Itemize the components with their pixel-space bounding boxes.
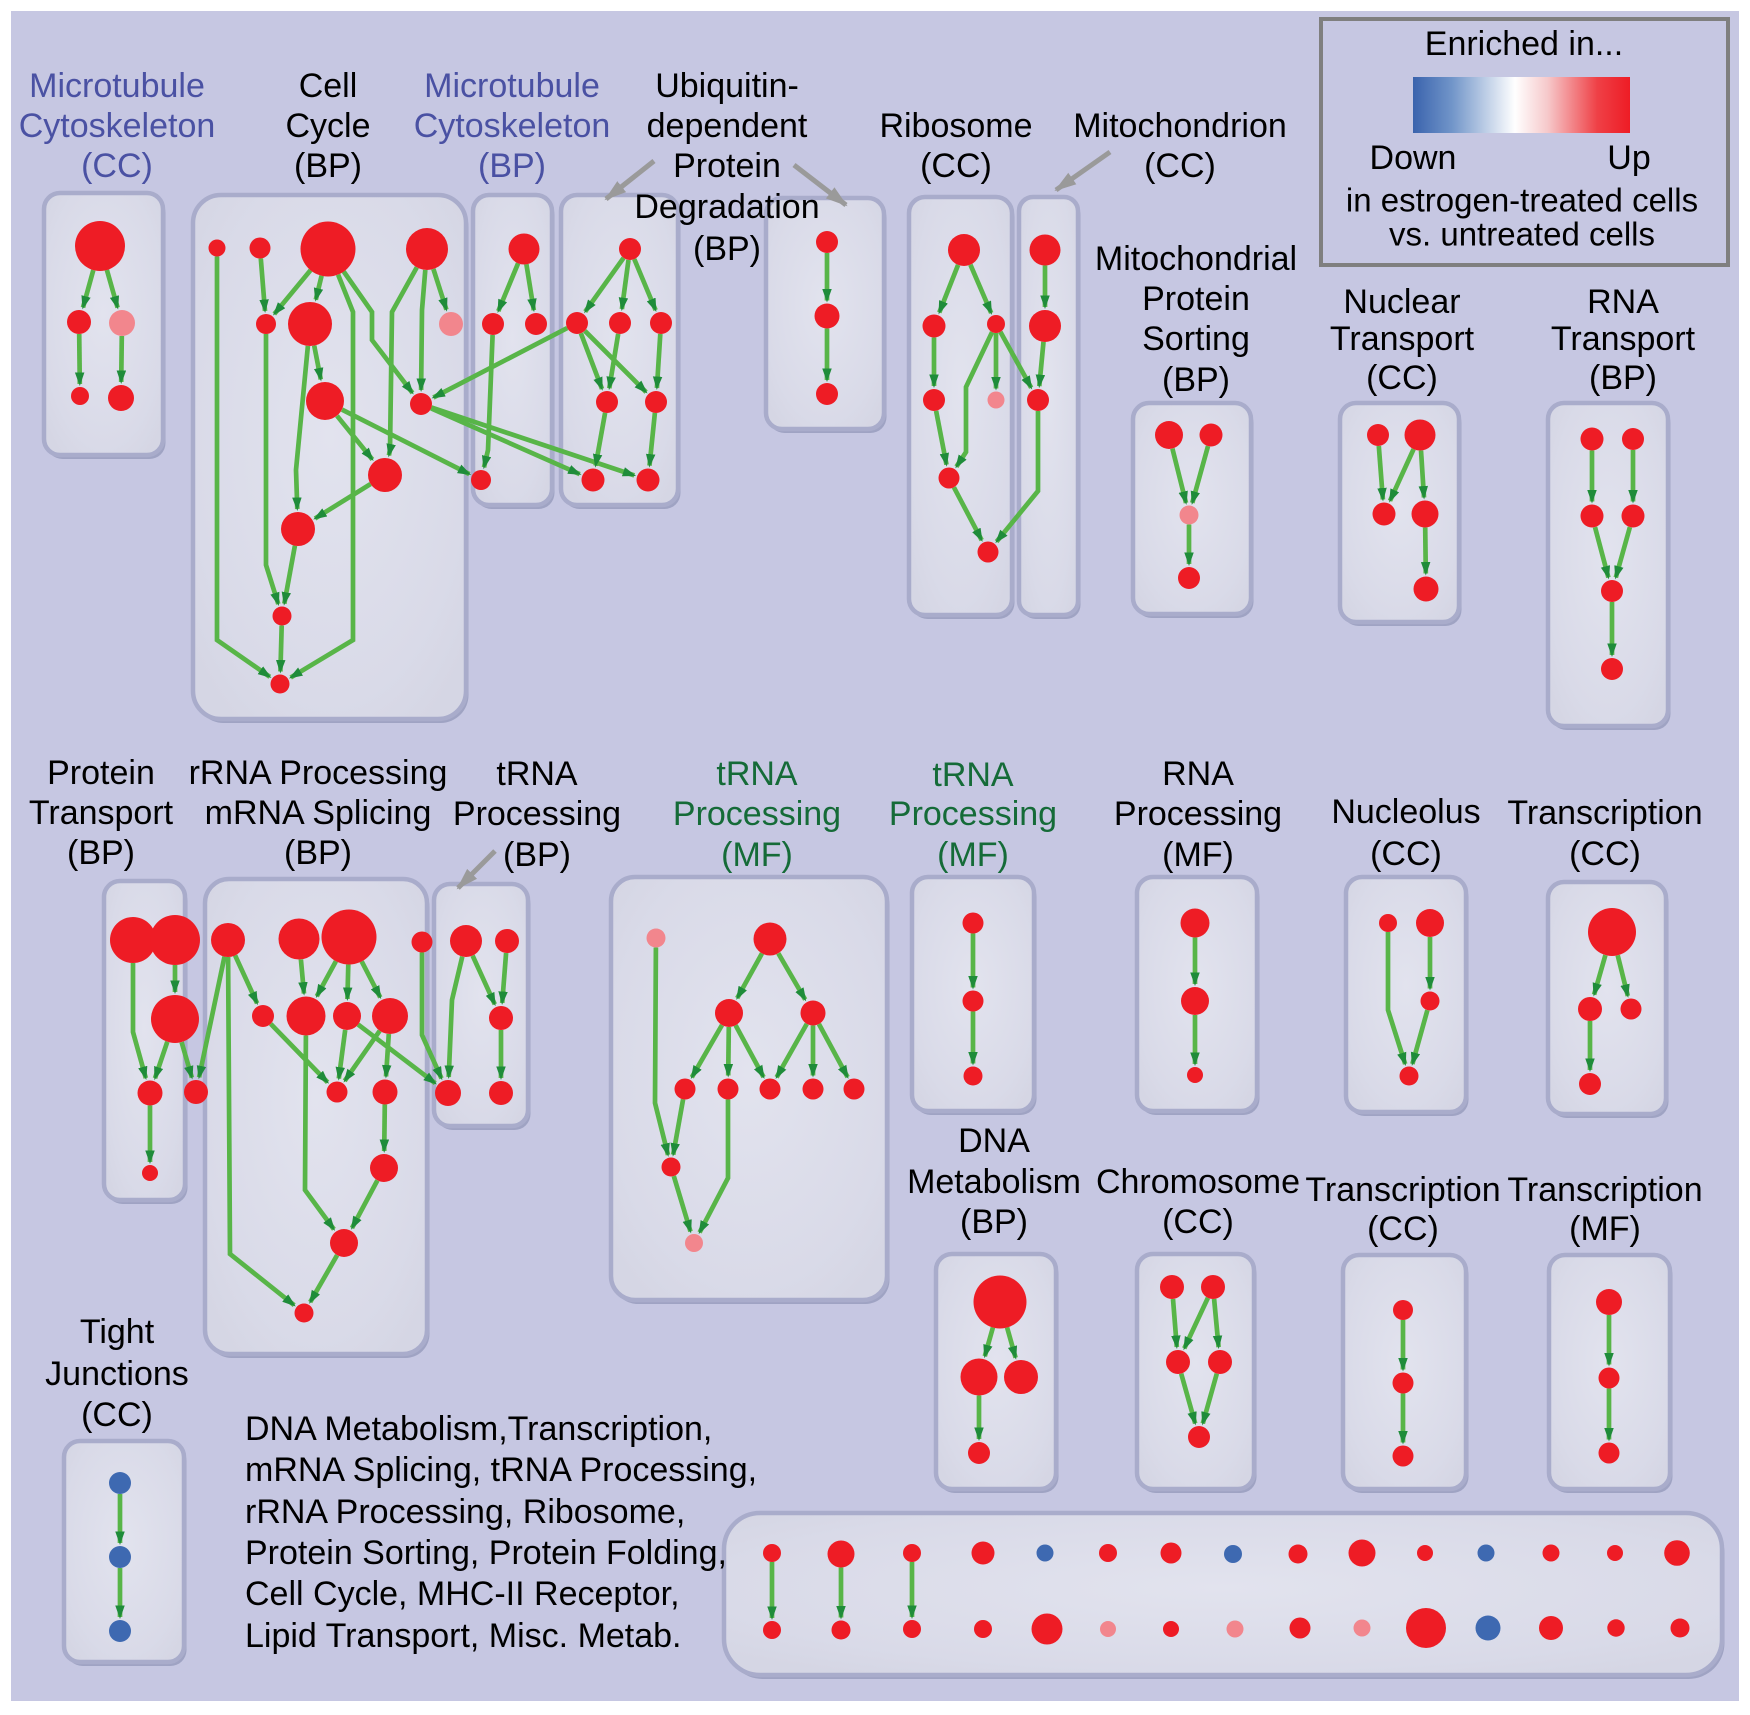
svg-text:Processing: Processing bbox=[1114, 795, 1282, 833]
svg-text:Cytoskeleton: Cytoskeleton bbox=[19, 107, 216, 145]
svg-text:Transport: Transport bbox=[1330, 320, 1475, 358]
svg-text:(MF): (MF) bbox=[721, 836, 793, 874]
svg-text:Mitochondrial: Mitochondrial bbox=[1095, 240, 1297, 278]
svg-text:(BP): (BP) bbox=[294, 147, 362, 185]
svg-text:Protein: Protein bbox=[673, 147, 781, 185]
svg-text:Processing: Processing bbox=[453, 795, 621, 833]
svg-text:Lipid Transport, Misc. Metab.: Lipid Transport, Misc. Metab. bbox=[245, 1617, 682, 1655]
svg-text:(MF): (MF) bbox=[937, 836, 1009, 874]
svg-text:tRNA: tRNA bbox=[932, 756, 1014, 794]
svg-text:DNA: DNA bbox=[958, 1122, 1030, 1160]
svg-text:dependent: dependent bbox=[647, 107, 808, 145]
svg-text:Transcription: Transcription bbox=[1305, 1171, 1500, 1209]
svg-text:rRNA Processing: rRNA Processing bbox=[189, 754, 448, 792]
svg-text:Cell: Cell bbox=[299, 67, 358, 105]
svg-text:Ribosome: Ribosome bbox=[879, 107, 1032, 145]
svg-text:Protein Sorting, Protein Foldi: Protein Sorting, Protein Folding, bbox=[245, 1534, 727, 1572]
svg-text:(CC): (CC) bbox=[81, 1396, 153, 1434]
svg-text:(BP): (BP) bbox=[284, 834, 352, 872]
svg-text:(MF): (MF) bbox=[1569, 1210, 1641, 1248]
svg-text:Mitochondrion: Mitochondrion bbox=[1073, 107, 1287, 145]
svg-text:Protein: Protein bbox=[1142, 280, 1250, 318]
svg-text:(CC): (CC) bbox=[920, 147, 992, 185]
svg-text:Cytoskeleton: Cytoskeleton bbox=[414, 107, 611, 145]
svg-text:Transport: Transport bbox=[1551, 320, 1696, 358]
svg-text:Protein: Protein bbox=[47, 754, 155, 792]
svg-text:Up: Up bbox=[1607, 139, 1650, 177]
svg-text:Transcription: Transcription bbox=[1507, 794, 1702, 832]
svg-text:tRNA: tRNA bbox=[496, 755, 578, 793]
svg-text:(BP): (BP) bbox=[1162, 361, 1230, 399]
svg-text:vs. untreated cells: vs. untreated cells bbox=[1389, 216, 1655, 253]
svg-text:Processing: Processing bbox=[889, 795, 1057, 833]
svg-text:in estrogen-treated cells: in estrogen-treated cells bbox=[1346, 182, 1698, 219]
svg-text:(CC): (CC) bbox=[1162, 1203, 1234, 1241]
svg-text:(CC): (CC) bbox=[1366, 359, 1438, 397]
svg-text:RNA: RNA bbox=[1162, 755, 1234, 793]
svg-text:tRNA: tRNA bbox=[716, 755, 798, 793]
svg-text:(CC): (CC) bbox=[1144, 147, 1216, 185]
svg-text:Nuclear: Nuclear bbox=[1343, 283, 1460, 321]
svg-text:DNA Metabolism,Transcription,: DNA Metabolism,Transcription, bbox=[245, 1410, 712, 1448]
svg-text:Tight: Tight bbox=[80, 1313, 155, 1351]
svg-text:(BP): (BP) bbox=[1589, 359, 1657, 397]
svg-text:RNA: RNA bbox=[1587, 283, 1659, 321]
svg-text:Enriched in...: Enriched in... bbox=[1425, 25, 1623, 63]
svg-text:rRNA Processing, Ribosome,: rRNA Processing, Ribosome, bbox=[245, 1493, 685, 1531]
svg-text:Sorting: Sorting bbox=[1142, 320, 1250, 358]
svg-text:Metabolism: Metabolism bbox=[907, 1163, 1081, 1201]
svg-text:Cell Cycle, MHC-II Receptor,: Cell Cycle, MHC-II Receptor, bbox=[245, 1575, 680, 1613]
svg-text:Down: Down bbox=[1370, 139, 1457, 177]
svg-text:(BP): (BP) bbox=[478, 147, 546, 185]
svg-text:Chromosome: Chromosome bbox=[1096, 1163, 1300, 1201]
svg-text:(BP): (BP) bbox=[67, 834, 135, 872]
svg-text:mRNA Splicing, tRNA Processing: mRNA Splicing, tRNA Processing, bbox=[245, 1451, 757, 1489]
svg-text:(CC): (CC) bbox=[1370, 835, 1442, 873]
svg-text:mRNA Splicing: mRNA Splicing bbox=[205, 794, 432, 832]
svg-text:(BP): (BP) bbox=[693, 230, 761, 268]
svg-text:Microtubule: Microtubule bbox=[29, 67, 205, 105]
svg-text:(MF): (MF) bbox=[1162, 836, 1234, 874]
svg-text:(BP): (BP) bbox=[960, 1203, 1028, 1241]
svg-text:Junctions: Junctions bbox=[45, 1355, 189, 1393]
svg-text:Cycle: Cycle bbox=[285, 107, 370, 145]
svg-text:Processing: Processing bbox=[673, 795, 841, 833]
svg-text:(BP): (BP) bbox=[503, 836, 571, 874]
svg-text:Degradation: Degradation bbox=[634, 188, 819, 226]
svg-text:Transport: Transport bbox=[29, 794, 174, 832]
svg-text:(CC): (CC) bbox=[1367, 1210, 1439, 1248]
svg-text:Transcription: Transcription bbox=[1507, 1171, 1702, 1209]
svg-text:Ubiquitin-: Ubiquitin- bbox=[655, 67, 799, 105]
svg-text:Microtubule: Microtubule bbox=[424, 67, 600, 105]
svg-text:(CC): (CC) bbox=[1569, 835, 1641, 873]
svg-text:Nucleolus: Nucleolus bbox=[1331, 793, 1480, 831]
svg-text:(CC): (CC) bbox=[81, 147, 153, 185]
